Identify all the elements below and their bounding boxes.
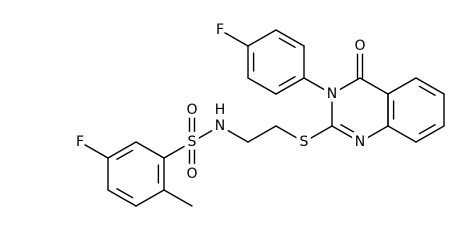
bond <box>415 77 445 95</box>
bond <box>331 125 361 143</box>
bond <box>275 125 305 143</box>
bond <box>247 77 277 95</box>
bond <box>219 125 249 143</box>
atom-label: N <box>215 118 225 134</box>
bond <box>79 141 109 159</box>
bond <box>135 189 165 207</box>
bond <box>107 189 137 207</box>
bond <box>247 125 277 143</box>
bond <box>415 125 445 143</box>
bond <box>418 85 436 96</box>
atom-label: S <box>188 134 197 150</box>
bond <box>163 189 193 207</box>
atom-label: O <box>186 102 197 118</box>
atom-label: O <box>354 38 365 54</box>
atom-label: F <box>216 22 224 38</box>
bond <box>107 141 137 159</box>
bond <box>191 125 221 143</box>
bond <box>275 77 305 95</box>
atom-label: N <box>355 134 365 150</box>
bond <box>135 141 165 159</box>
bond <box>116 188 134 199</box>
atom-label: S <box>300 134 309 150</box>
bond <box>387 77 417 95</box>
bond <box>359 125 389 143</box>
atom-label: H <box>215 102 226 118</box>
atom-label: F <box>76 134 84 150</box>
bond <box>387 125 417 143</box>
bond <box>303 125 333 143</box>
bond <box>275 29 305 47</box>
bond <box>278 76 296 87</box>
bond <box>278 37 296 48</box>
bond <box>340 124 358 135</box>
bond <box>219 29 249 47</box>
bond <box>247 29 277 47</box>
bond <box>116 149 134 160</box>
atom-label: N <box>327 86 337 102</box>
bond <box>359 77 389 95</box>
bond <box>163 141 193 159</box>
bond <box>303 77 333 95</box>
atom-label: O <box>186 166 197 182</box>
bond <box>331 77 361 95</box>
bond <box>418 124 436 135</box>
